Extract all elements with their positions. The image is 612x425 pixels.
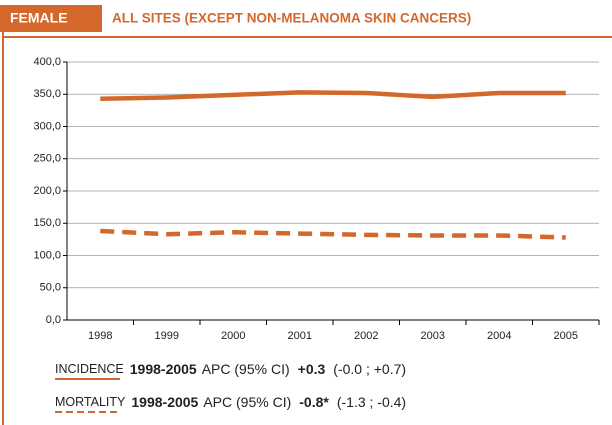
y-tick-label: 400,0	[33, 56, 61, 68]
legend-apc-label: APC (95% CI)	[202, 361, 290, 377]
legend-name: MORTALITY	[55, 395, 126, 409]
legend-entry: MORTALITY 1998-2005 APC (95% CI) -0.8* (-1.3…	[55, 394, 406, 410]
legend-apc: +0.3	[298, 361, 326, 377]
y-tick-label: 0,0	[46, 314, 61, 326]
legend-entry: INCIDENCE 1998-2005 APC (95% CI) +0.3 (-0.0 …	[55, 361, 406, 377]
y-tick-label: 100,0	[33, 249, 61, 261]
y-tick-label: 150,0	[33, 217, 61, 229]
legend-period: 1998-2005	[130, 361, 197, 377]
y-tick-label: 250,0	[33, 153, 61, 165]
series-line	[100, 90, 566, 102]
legend-apc-label: APC (95% CI)	[203, 394, 291, 410]
header-label: FEMALE	[10, 10, 68, 26]
x-tick-label: 1999	[155, 330, 179, 342]
x-tick-label: 2004	[487, 330, 511, 342]
x-tick-label: 2001	[288, 330, 312, 342]
x-tick-label: 2005	[554, 330, 578, 342]
legend-period: 1998-2005	[131, 394, 198, 410]
y-tick-label: 200,0	[33, 185, 61, 197]
y-tick-label: 350,0	[33, 88, 61, 100]
x-tick-label: 2003	[421, 330, 445, 342]
x-tick-label: 2002	[354, 330, 378, 342]
x-tick-label: 1998	[88, 330, 112, 342]
y-tick-label: 50,0	[40, 282, 61, 294]
legend-ci: (-1.3 ; -0.4)	[337, 394, 406, 410]
chart-title: ALL SITES (EXCEPT NON-MELANOMA SKIN CANC…	[112, 11, 471, 26]
header-label-box	[0, 5, 102, 32]
legend-name: INCIDENCE	[55, 362, 124, 376]
y-tick-label: 300,0	[33, 120, 61, 132]
series-line	[100, 228, 566, 240]
legend-ci: (-0.0 ; +0.7)	[333, 361, 406, 377]
x-tick-label: 2000	[221, 330, 245, 342]
legend-apc: -0.8*	[299, 394, 329, 410]
